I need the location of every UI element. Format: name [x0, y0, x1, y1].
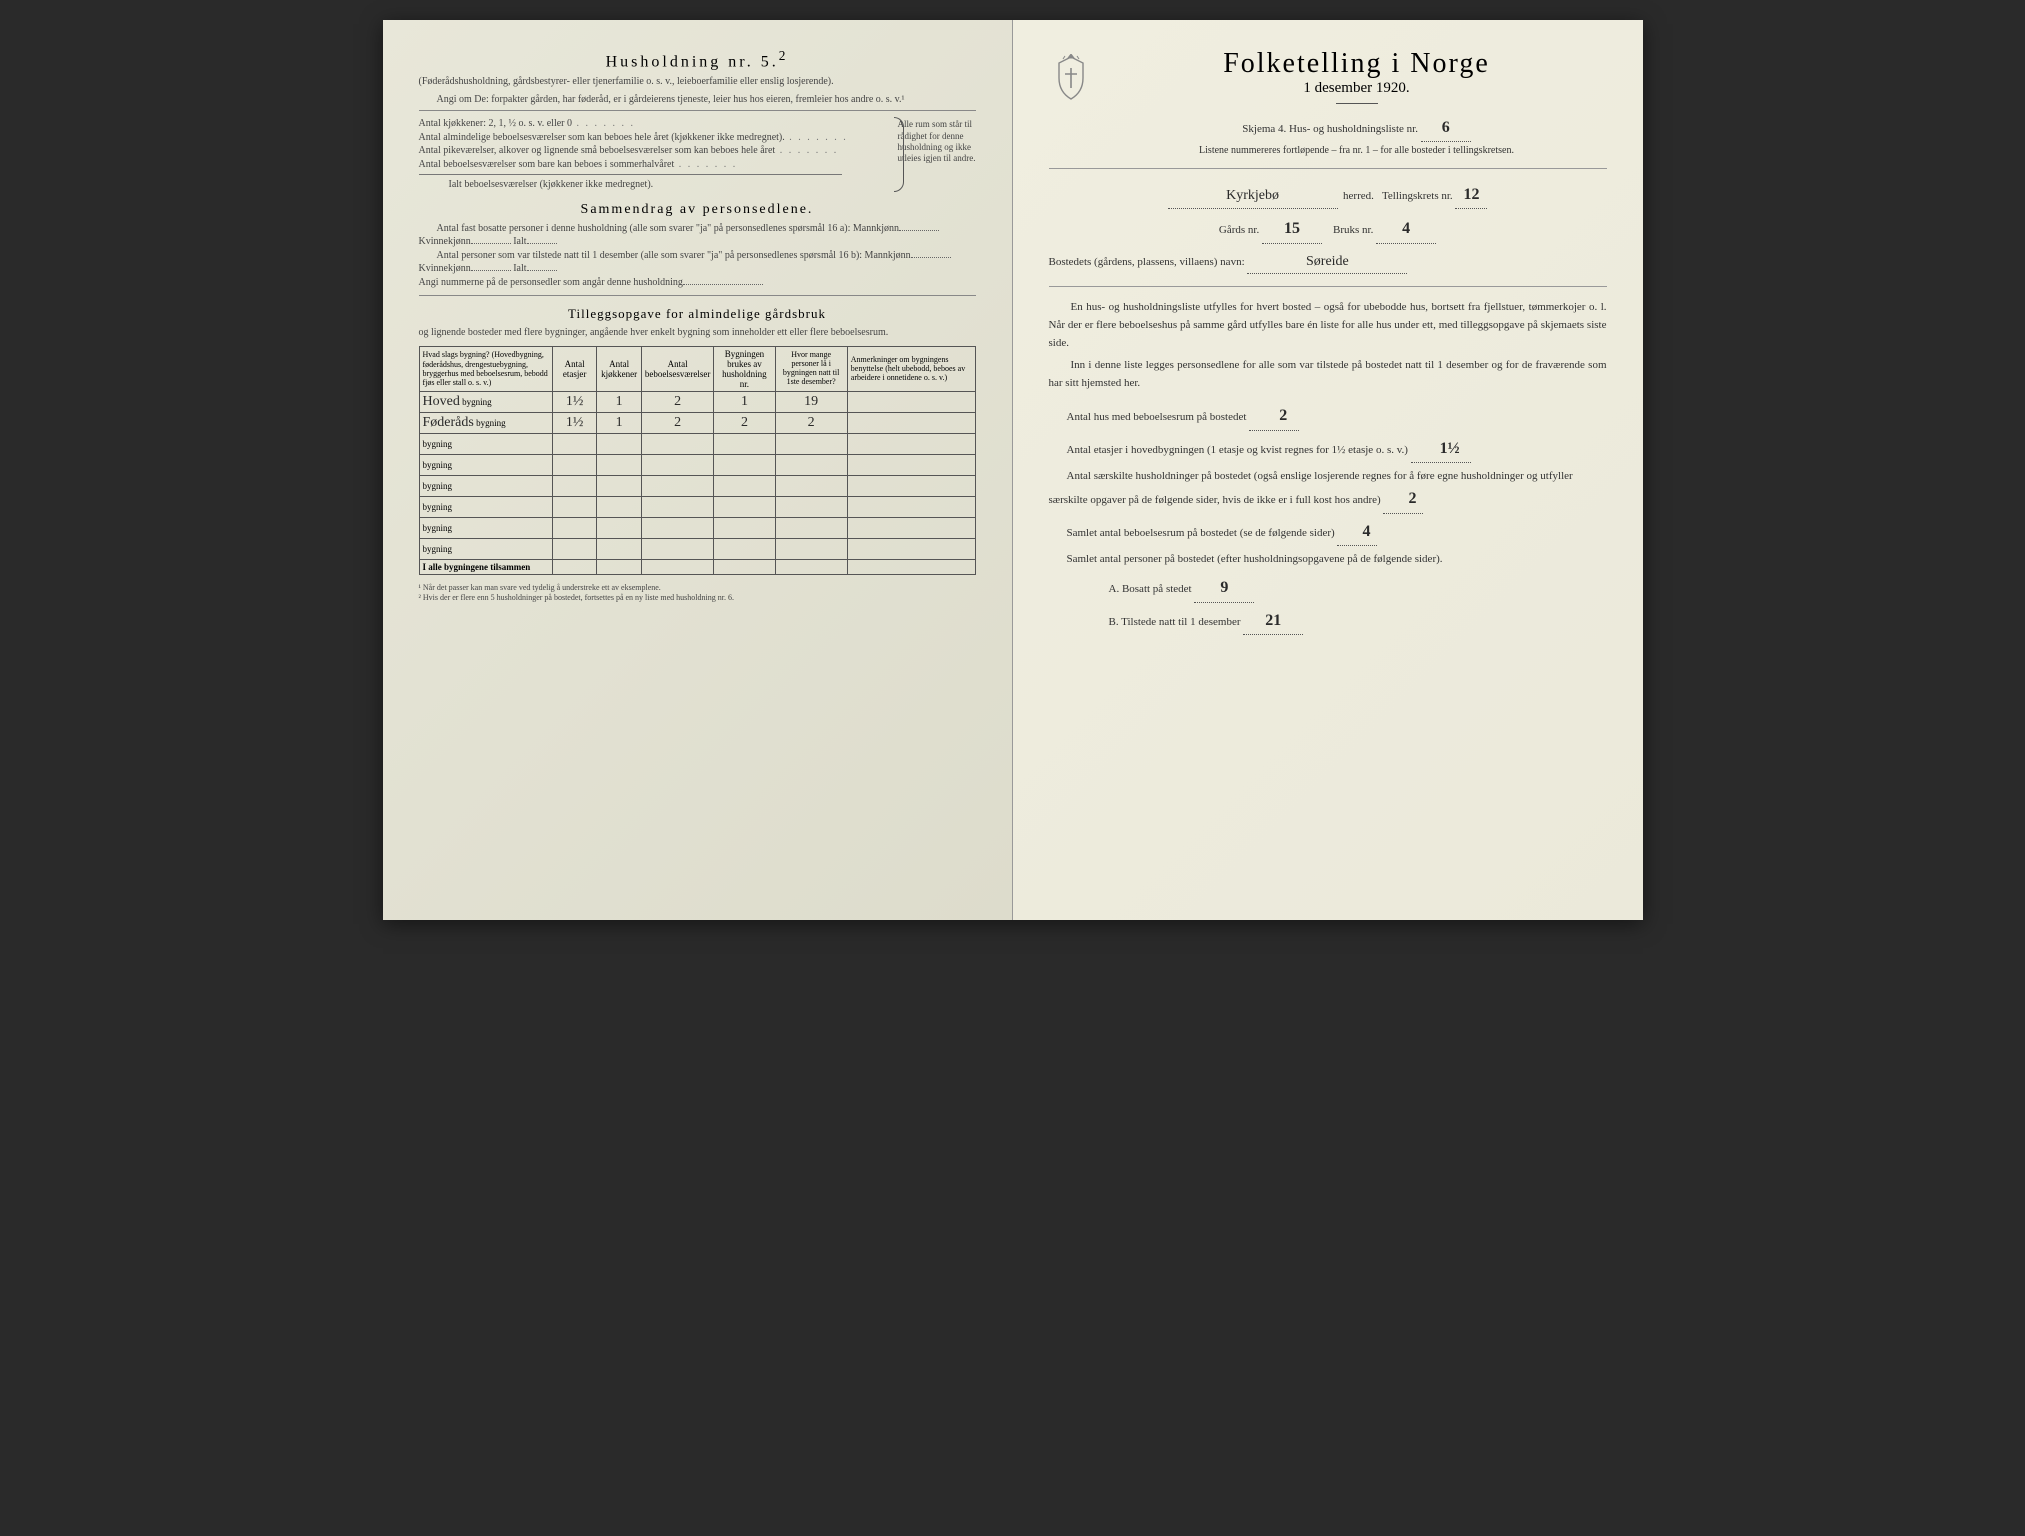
th-etasjer: Antal etasjer — [552, 346, 596, 391]
gards-line: Gårds nr. 15 Bruks nr. 4 — [1049, 215, 1607, 243]
hush-line: Antal særskilte husholdninger på bostede… — [1049, 467, 1607, 514]
tillegg-title: Tilleggsopgave for almindelige gårdsbruk — [419, 306, 976, 322]
skjema-line: Skjema 4. Hus- og husholdningsliste nr. … — [1107, 114, 1607, 142]
hush5-title: Husholdning nr. 5.2 — [419, 48, 976, 71]
th-anm: Anmerkninger om bygningens benyttelse (h… — [847, 346, 975, 391]
list-note: Listene nummereres fortløpende – fra nr.… — [1107, 145, 1607, 156]
table-row: bygning — [419, 538, 975, 559]
main-title: Folketelling i Norge — [1107, 48, 1607, 80]
table-row: bygning — [419, 454, 975, 475]
sam-line2: Antal personer som var tilstede natt til… — [419, 249, 976, 276]
th-bebo: Antal beboelsesværelser — [641, 346, 713, 391]
left-page: Husholdning nr. 5.2 (Føderådshusholdning… — [383, 20, 1013, 920]
side-note: Alle rum som står til rådighet for denne… — [898, 117, 976, 164]
pers-line: Samlet antal personer på bostedet (efter… — [1049, 550, 1607, 569]
table-row: bygning — [419, 433, 975, 454]
table-row: Føderåds bygning1½1222 — [419, 412, 975, 433]
sam-nummer: Angi nummerne på de personsedler som ang… — [419, 276, 976, 290]
intro1: (Føderådshusholdning, gårdsbestyrer- ell… — [419, 75, 976, 89]
room-counts: Antal kjøkkener: 2, 1, ½ o. s. v. eller … — [419, 117, 976, 192]
table-row: bygning — [419, 496, 975, 517]
sam-line1: Antal fast bosatte personer i denne hush… — [419, 222, 976, 249]
table-row: Hoved bygning1½12119 — [419, 391, 975, 412]
bebo-line: Samlet antal beboelsesrum på bostedet (s… — [1049, 518, 1607, 546]
th-hush: Bygningen brukes av husholdning nr. — [714, 346, 775, 391]
bosted-line: Bostedets (gårdens, plassens, villaens) … — [1049, 250, 1607, 275]
th-pers: Hvor mange personer lå i bygningen natt … — [775, 346, 847, 391]
hus-line: Antal hus med beboelsesrum på bostedet 2 — [1049, 402, 1607, 430]
right-page: Folketelling i Norge 1 desember 1920. Sk… — [1013, 20, 1643, 920]
tillegg-sub: og lignende bosteder med flere bygninger… — [419, 326, 976, 340]
th-bygning: Hvad slags bygning? (Hovedbygning, føder… — [419, 346, 552, 391]
para2: Inn i denne liste legges personsedlene f… — [1049, 357, 1607, 392]
bosatt-line: A. Bosatt på stedet 9 — [1049, 574, 1607, 602]
para1: En hus- og husholdningsliste utfylles fo… — [1049, 299, 1607, 352]
tilstede-line: B. Tilstede natt til 1 desember 21 — [1049, 607, 1607, 635]
tfoot-label: I alle bygningene tilsammen — [419, 559, 552, 574]
footnotes: ¹ Når det passer kan man svare ved tydel… — [419, 583, 976, 604]
subtitle: 1 desember 1920. — [1107, 80, 1607, 97]
document-spread: Husholdning nr. 5.2 (Føderådshusholdning… — [383, 20, 1643, 920]
table-row: bygning — [419, 475, 975, 496]
herred-line: Kyrkjebø herred. Tellingskrets nr. 12 — [1049, 181, 1607, 209]
th-kjokk: Antal kjøkkener — [597, 346, 641, 391]
intro2: Angi om De: forpakter gården, har føderå… — [419, 93, 976, 107]
tillegg-table: Hvad slags bygning? (Hovedbygning, føder… — [419, 346, 976, 575]
crest-icon — [1049, 48, 1093, 107]
table-row: bygning — [419, 517, 975, 538]
sammendrag-title: Sammendrag av personsedlene. — [419, 202, 976, 218]
etasjer-line: Antal etasjer i hovedbygningen (1 etasje… — [1049, 435, 1607, 463]
